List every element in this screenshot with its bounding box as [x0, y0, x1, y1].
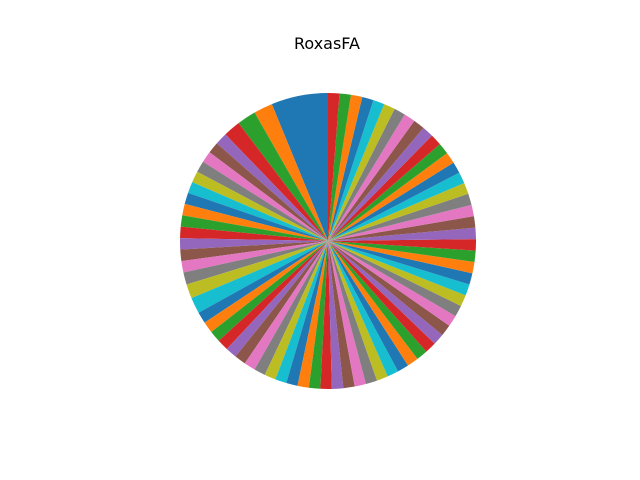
pie-slice [202, 152, 328, 241]
pie-slice [226, 241, 328, 357]
pie-slice [328, 204, 474, 241]
pie-slice [328, 241, 388, 381]
pie-slice [328, 241, 475, 274]
pie-slice [328, 100, 385, 241]
pie-slice [328, 241, 366, 387]
pie-slice [328, 127, 432, 241]
pie-slice [328, 162, 460, 241]
pie-slice [328, 94, 363, 241]
pie-slice [328, 241, 473, 285]
pie-slice [328, 241, 435, 352]
pie-slice [328, 241, 450, 335]
pie-slice [308, 241, 328, 389]
pie-slice [235, 241, 328, 364]
pie-slice [328, 153, 454, 241]
pie-slice [264, 241, 328, 380]
pie-slice [197, 161, 328, 241]
pie-slice [328, 104, 395, 241]
pie-slice [275, 241, 328, 383]
pie-slice [328, 239, 477, 251]
pie-slice [328, 144, 448, 241]
pie-slice [328, 241, 378, 385]
pie-slice [328, 241, 461, 317]
pie-slice [328, 114, 415, 241]
pie-slice [184, 192, 328, 241]
pie-slice [209, 143, 328, 241]
pie-slice [328, 241, 344, 389]
pie-slice [328, 108, 405, 242]
pie-slice [328, 241, 476, 263]
pie-slice [297, 241, 328, 388]
pie-slice [328, 93, 351, 241]
pie-slice [192, 171, 328, 241]
pie-slice [244, 241, 328, 370]
pie-slice [328, 193, 472, 241]
pie-slice [180, 215, 328, 241]
pie-slice [328, 241, 443, 344]
pie-slice [238, 112, 328, 241]
pie-slice [254, 104, 328, 241]
pie-slices [180, 93, 477, 389]
pie-slice [328, 216, 476, 241]
pie-slice [328, 241, 418, 366]
pie-slice [328, 241, 456, 326]
pie-slice [271, 93, 328, 241]
pie-slice [218, 241, 328, 349]
chart-title: RoxasFA [294, 34, 360, 53]
pie-slice [328, 135, 440, 241]
pie-slice [180, 238, 328, 250]
pie-slice [328, 241, 355, 389]
pie-slice [320, 241, 332, 389]
pie-slice [211, 241, 328, 341]
pie-slice [188, 182, 328, 241]
pie-slice [182, 203, 328, 241]
pie-slice [328, 183, 469, 241]
pie-slice [328, 227, 476, 241]
pie-slice [328, 97, 374, 242]
pie-slice [328, 172, 465, 241]
pie-slice [254, 241, 328, 375]
pie-slice [180, 241, 328, 262]
pie-slice [198, 241, 328, 323]
pie-slice [328, 241, 466, 306]
pie-slice [186, 241, 328, 299]
pie-slice [286, 241, 328, 386]
pie-slice [216, 134, 328, 241]
pie-slice [328, 241, 409, 372]
pie-slice [328, 93, 340, 241]
pie-slice [183, 241, 328, 285]
pie-slice [328, 241, 399, 377]
pie-slice [328, 120, 424, 241]
pie-slice [181, 241, 328, 273]
pie-slice [191, 241, 328, 313]
pie-slice [225, 123, 328, 241]
pie-slice [204, 241, 328, 332]
pie-slice [180, 226, 328, 241]
pie-slice [328, 241, 470, 296]
pie-slice [328, 241, 427, 359]
